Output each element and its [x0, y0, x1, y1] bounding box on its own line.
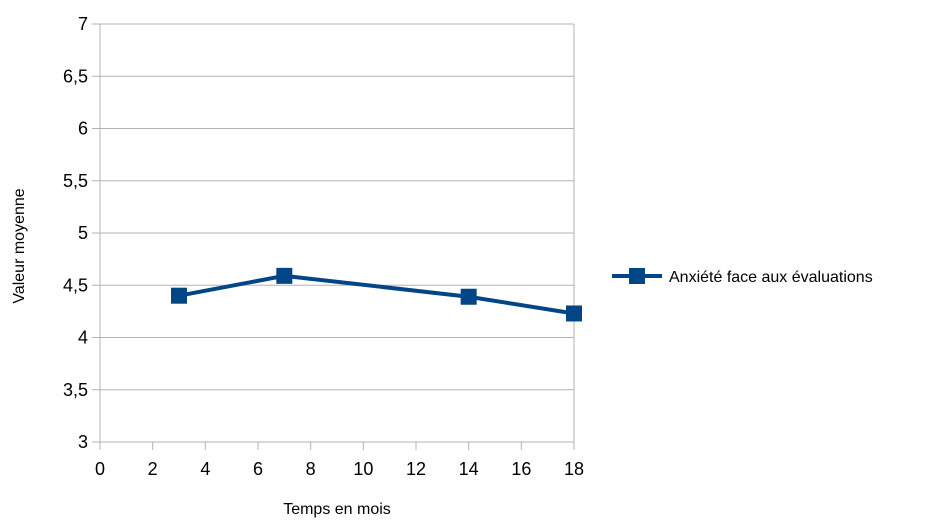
legend: Anxiété face aux évaluations	[612, 268, 873, 286]
x-tick-label: 8	[306, 459, 316, 479]
x-axis-label: Temps en mois	[283, 501, 391, 518]
x-tick-label: 4	[200, 459, 210, 479]
gridlines	[100, 23, 574, 443]
y-tick-label: 4	[78, 328, 88, 348]
y-tick-label: 6,5	[63, 66, 88, 86]
x-tick-label: 16	[511, 459, 531, 479]
y-tick-label: 4,5	[63, 275, 88, 295]
y-tick-label: 3,5	[63, 380, 88, 400]
legend-marker	[629, 268, 645, 284]
x-tick-label: 2	[148, 459, 158, 479]
x-tick-label: 14	[459, 459, 479, 479]
data-point-marker	[460, 288, 477, 305]
x-tick-label: 18	[564, 459, 584, 479]
x-tick-label: 6	[253, 459, 263, 479]
series-line	[178, 273, 575, 316]
series-layer	[171, 267, 582, 322]
y-tick-label: 6	[78, 119, 88, 139]
data-point-marker	[171, 287, 187, 304]
x-tick-label: 10	[353, 459, 373, 479]
y-tick-label: 5	[78, 223, 88, 243]
data-point-marker	[276, 267, 293, 284]
data-point-marker	[566, 305, 582, 322]
y-axis-label: Valeur moyenne	[11, 188, 28, 303]
y-tick-label: 3	[78, 432, 88, 452]
x-tick-label: 0	[95, 459, 105, 479]
legend-label: Anxiété face aux évaluations	[669, 269, 873, 286]
axes: 3 3,5 4 4,5 5 5,5 6 6,5 7 0 2 4 6 8 10 12 14 16 18	[63, 14, 584, 479]
x-tick-label: 12	[406, 459, 426, 479]
y-tick-label: 7	[78, 14, 88, 34]
y-tick-label: 5,5	[63, 171, 88, 191]
